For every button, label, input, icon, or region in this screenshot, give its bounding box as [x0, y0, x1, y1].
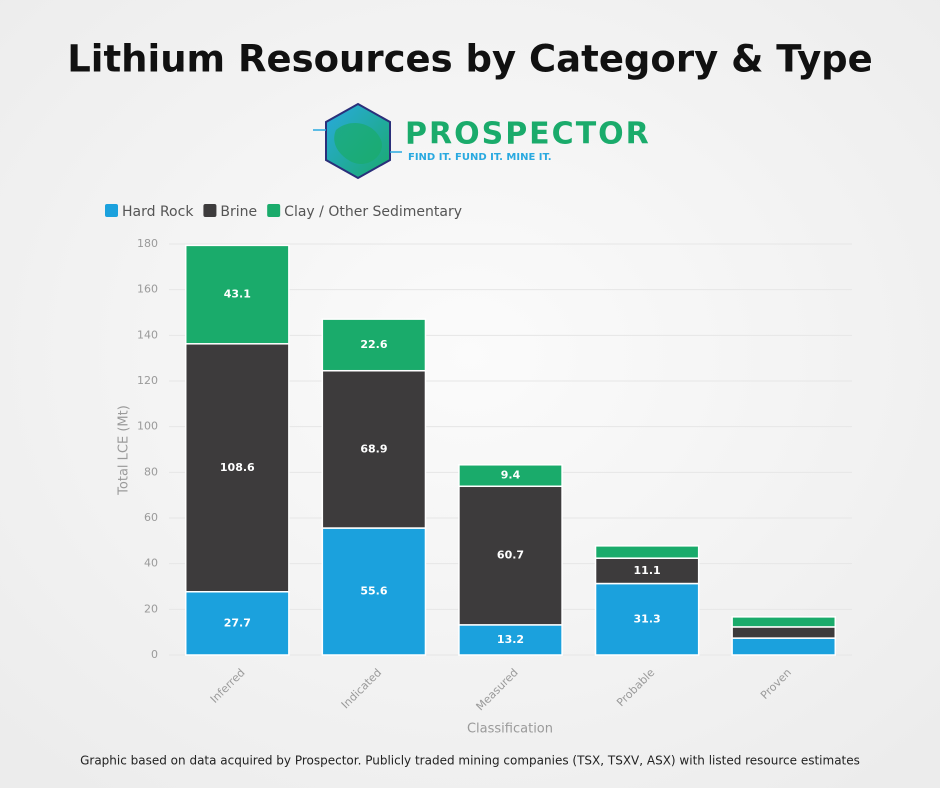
logo-name: PROSPECTOR [405, 117, 651, 152]
chart-title: Lithium Resources by Category & Type [67, 38, 873, 81]
data-label: 43.1 [224, 288, 251, 301]
logo: PROSPECTOR FIND IT. FUND IT. MINE IT. [313, 102, 651, 180]
data-label: 13.2 [497, 633, 524, 646]
bar-segment [184, 343, 290, 593]
bar-segment [458, 624, 563, 656]
data-label: 9.4 [501, 469, 521, 482]
data-label: 108.6 [220, 461, 255, 474]
logo-circuit [313, 129, 402, 153]
bar-segment [594, 582, 700, 656]
legend-label: Brine [220, 204, 257, 220]
legend-swatch [105, 204, 118, 217]
bar-segment [321, 527, 427, 656]
y-tick-label: 40 [144, 557, 158, 570]
y-tick-label: 0 [151, 648, 158, 661]
y-axis-title: Total LCE (Mt) [117, 405, 132, 496]
x-axis-title: Classification [467, 722, 553, 737]
bar-segment [731, 616, 837, 628]
bar-segment [458, 464, 563, 488]
bar-segment [731, 637, 837, 656]
y-tick-label: 60 [144, 511, 158, 524]
legend-label: Clay / Other Sedimentary [284, 204, 462, 220]
footer-note: Graphic based on data acquired by Prospe… [80, 754, 860, 768]
legend-swatch [203, 204, 217, 217]
logo-contour [334, 123, 382, 164]
y-tick-label: 100 [137, 420, 158, 433]
y-tick-label: 20 [144, 602, 158, 615]
data-label: 22.6 [360, 338, 387, 351]
bar-segment [184, 244, 290, 345]
legend-label: Hard Rock [122, 204, 194, 220]
y-tick-label: 120 [137, 374, 158, 387]
bar-segment [321, 318, 427, 372]
y-tick-label: 180 [137, 237, 158, 250]
y-tick-label: 160 [137, 283, 158, 296]
data-label: 60.7 [497, 549, 524, 562]
data-label: 11.1 [634, 564, 661, 577]
bar-segment [458, 485, 563, 626]
data-label: 31.3 [634, 612, 661, 625]
legend-swatch [267, 204, 281, 217]
bar-segment [594, 545, 700, 559]
y-tick-label: 140 [137, 328, 158, 341]
bar-segment [731, 626, 837, 639]
data-label: 27.7 [224, 616, 251, 629]
bar-segment [594, 557, 700, 585]
y-tick-label: 80 [144, 465, 158, 478]
logo-tagline: FIND IT. FUND IT. MINE IT. [408, 152, 552, 163]
data-label: 68.9 [360, 442, 387, 455]
bar-segment [184, 591, 290, 656]
data-label: 55.6 [360, 585, 387, 598]
